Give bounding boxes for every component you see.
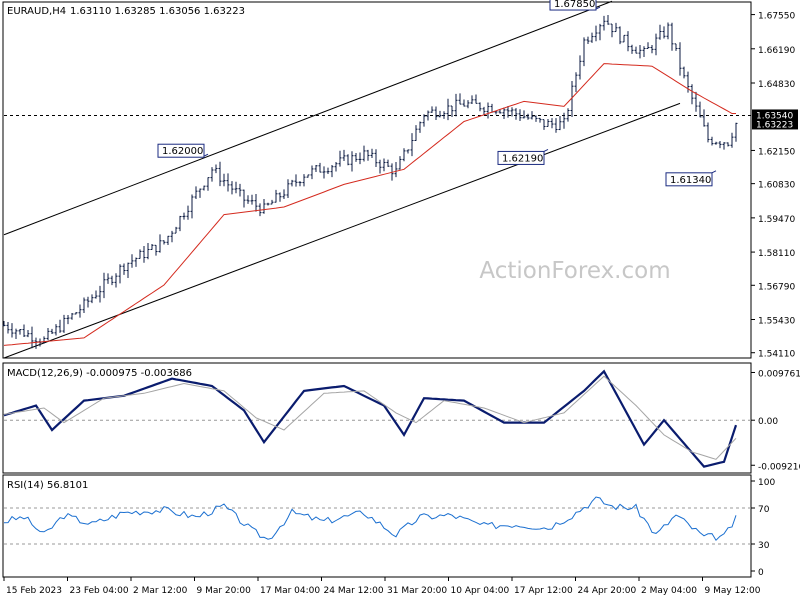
time-tick-label: 2 May 04:00 [641, 586, 697, 596]
moving-average [3, 63, 736, 346]
rsi-label: RSI(14) 56.8101 [7, 480, 88, 491]
price-annotation-box [497, 150, 545, 165]
price-annotation-box [157, 143, 205, 158]
time-axis: 15 Feb 2023 23 Feb 04:00 2 Mar 12:00 9 Mar … [3, 577, 761, 596]
price-tick-label: 1.58110 [758, 249, 795, 259]
time-tick-label: 17 Apr 12:00 [514, 586, 573, 596]
price-annotation-label: 1.62190 [502, 153, 543, 164]
price-tick-label: 1.56790 [758, 282, 795, 292]
rsi-lines [3, 496, 751, 545]
level-price-tag [752, 109, 798, 121]
channel-upper-line [3, 0, 613, 236]
time-tick-label: 10 Apr 04:00 [451, 586, 510, 596]
price-annotation-pointer [543, 148, 549, 152]
time-tick-label: 17 Mar 04:00 [260, 586, 320, 596]
price-tick-label: 1.66190 [758, 46, 795, 56]
macd-signal-line [3, 375, 737, 460]
price-annotation-box [549, 0, 597, 11]
rsi-line [3, 496, 737, 541]
price-bars [2, 14, 738, 349]
rsi-panel: RSI(14) 56.8101 [2, 474, 752, 578]
time-tick-label: 9 Mar 20:00 [197, 586, 252, 596]
macd-tick-label: -0.009216 [758, 462, 800, 472]
price-tick-label: 1.55430 [758, 317, 795, 327]
rsi-tick-label: 30 [758, 541, 770, 551]
time-tick-label: 2 Mar 12:00 [133, 586, 188, 596]
time-tick-label: 24 Apr 20:00 [578, 586, 637, 596]
current-price-text: 1.63223 [756, 120, 793, 130]
moving-average-line [3, 63, 736, 346]
price-annotation-label: 1.61340 [670, 175, 711, 186]
rsi-tick-label: 70 [758, 505, 770, 515]
watermark: ActionForex.com [479, 258, 670, 284]
macd-axis: 0.009761 0.00 -0.009216 [751, 369, 800, 472]
macd-tick-label: 0.00 [758, 417, 778, 427]
price-tick-label: 1.67550 [758, 12, 795, 22]
symbol-label: EURAUD,H4 [7, 6, 66, 17]
price-annotation-box [665, 172, 713, 187]
macd-panel: MACD(12,26,9) -0.000975 -0.003686 [2, 362, 752, 474]
time-tick-label: 31 Mar 20:00 [387, 586, 447, 596]
price-annotation-label: 1.67850 [554, 0, 595, 10]
ohlc-readout: 1.63110 1.63285 1.63056 1.63223 [70, 6, 245, 17]
macd-label: MACD(12,26,9) -0.000975 -0.003686 [7, 368, 192, 379]
time-tick-label: 24 Mar 12:00 [324, 586, 384, 596]
macd-lines [3, 369, 751, 468]
price-annotation-pointer [595, 6, 601, 10]
price-annotations: 1.62000 1.67850 1.62190 1.61340 [157, 0, 717, 187]
price-axis: 1.67550 1.66190 1.64830 1.62150 1.60830 1.594… [751, 12, 795, 360]
channel-lower-line [3, 102, 681, 359]
rsi-axis: 100 70 30 0 [751, 478, 775, 578]
price-tick-label: 1.59470 [758, 215, 795, 225]
rsi-tick-label: 0 [758, 568, 764, 578]
current-price-tag [752, 118, 798, 130]
price-annotation-label: 1.62000 [162, 146, 203, 157]
trend-channel [3, 0, 681, 359]
time-tick-label: 9 May 12:00 [705, 586, 761, 596]
price-tick-label: 1.64830 [758, 80, 795, 90]
time-tick-label: 15 Feb 2023 [6, 586, 62, 596]
rsi-tick-label: 100 [758, 478, 775, 488]
price-tick-label: 1.60830 [758, 181, 795, 191]
price-annotation-pointer [711, 170, 717, 174]
price-tick-label: 1.62150 [758, 147, 795, 157]
price-annotation-pointer [203, 153, 209, 157]
macd-tick-label: 0.009761 [758, 369, 800, 379]
price-tick-label: 1.54110 [758, 350, 795, 360]
level-price-text: 1.63540 [756, 111, 793, 121]
time-tick-label: 23 Feb 04:00 [70, 586, 129, 596]
